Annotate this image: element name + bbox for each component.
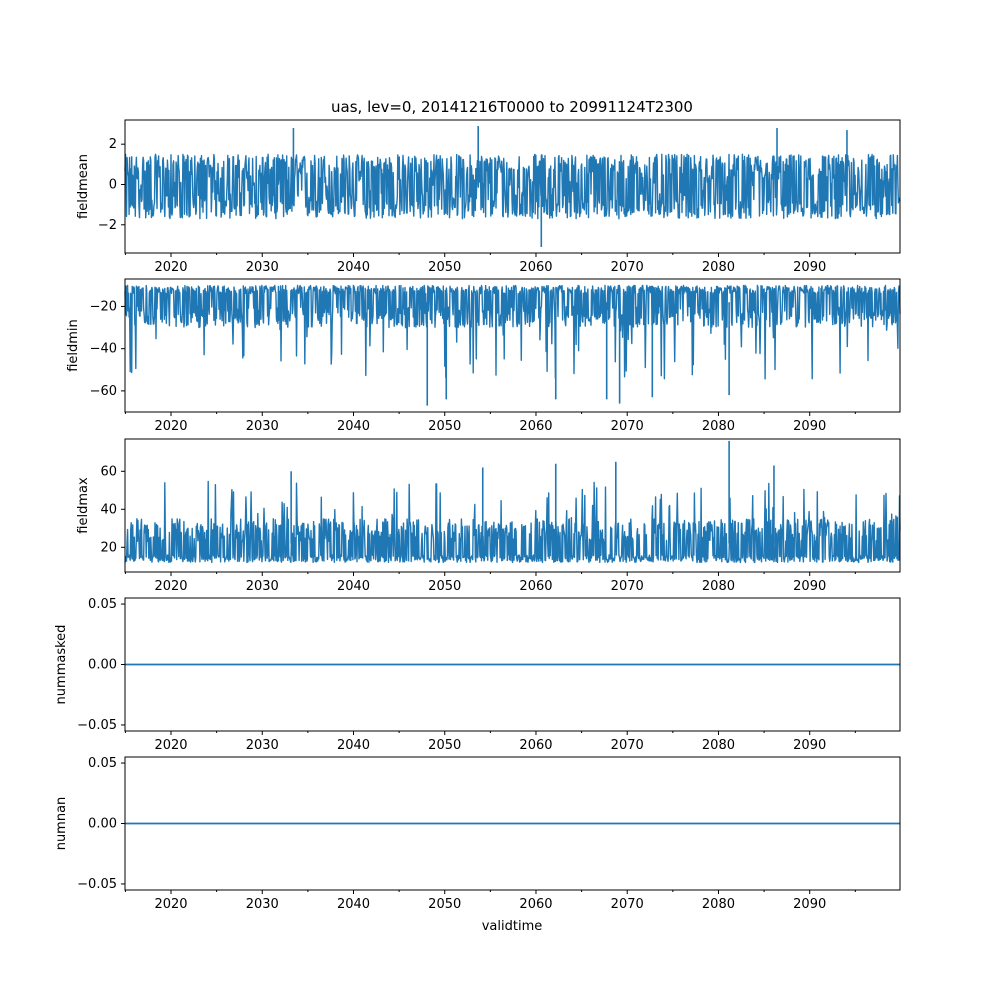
x-tick-label-fieldmean: 2020 bbox=[154, 260, 187, 275]
y-tick-label-numnan: 0.00 bbox=[88, 817, 117, 832]
y-tick-label-nummasked: 0.00 bbox=[88, 658, 117, 673]
x-tick-label-numnan: 2030 bbox=[246, 897, 279, 912]
y-tick-label-fieldmean: 2 bbox=[109, 137, 117, 152]
x-tick-label-fieldmean: 2050 bbox=[428, 260, 461, 275]
x-tick-label-fieldmin: 2020 bbox=[154, 419, 187, 434]
x-tick-label-fieldmax: 2060 bbox=[519, 579, 552, 594]
y-axis-label-fieldmax: fieldmax bbox=[76, 477, 91, 534]
x-tick-label-fieldmax: 2070 bbox=[611, 579, 644, 594]
y-tick-label-fieldmax: 60 bbox=[100, 464, 117, 479]
y-tick-label-numnan: −0.05 bbox=[77, 877, 117, 892]
x-tick-label-fieldmean: 2060 bbox=[519, 260, 552, 275]
axes-frame-fieldmean bbox=[124, 119, 901, 254]
x-tick-label-fieldmean: 2070 bbox=[611, 260, 644, 275]
x-tick-label-numnan: 2070 bbox=[611, 897, 644, 912]
y-tick-label-fieldmean: −2 bbox=[98, 218, 117, 233]
x-tick-label-fieldmax: 2040 bbox=[337, 579, 370, 594]
x-tick-label-nummasked: 2040 bbox=[337, 738, 370, 753]
x-tick-label-fieldmax: 2080 bbox=[702, 579, 735, 594]
y-tick-label-fieldmax: 20 bbox=[100, 540, 117, 555]
x-tick-label-fieldmax: 2050 bbox=[428, 579, 461, 594]
y-tick-label-nummasked: 0.05 bbox=[88, 597, 117, 612]
panel-fieldmean: −2 0 2 fieldmean 2020 2030 2040 2050 2060 2070 208… bbox=[76, 119, 901, 275]
x-tick-label-fieldmin: 2080 bbox=[702, 419, 735, 434]
x-tick-label-nummasked: 2090 bbox=[793, 738, 826, 753]
x-tick-label-numnan: 2040 bbox=[337, 897, 370, 912]
y-axis-label-fieldmean: fieldmean bbox=[76, 154, 91, 219]
series-line-fieldmean bbox=[124, 153, 901, 220]
y-axis-label-fieldmin: fieldmin bbox=[66, 319, 81, 372]
y-tick-label-fieldmax: 40 bbox=[100, 502, 117, 517]
y-tick-label-fieldmin: −60 bbox=[90, 384, 117, 399]
chart-title: uas, lev=0, 20141216T0000 to 20991124T23… bbox=[331, 98, 693, 116]
x-tick-label-nummasked: 2070 bbox=[611, 738, 644, 753]
x-tick-label-fieldmin: 2050 bbox=[428, 419, 461, 434]
x-tick-label-nummasked: 2020 bbox=[154, 738, 187, 753]
panel-fieldmin: −60 −40 −20 fieldmin 2020 2030 2040 2050 2060 207… bbox=[66, 278, 901, 434]
x-tick-label-fieldmin: 2070 bbox=[611, 419, 644, 434]
x-tick-label-fieldmin: 2060 bbox=[519, 419, 552, 434]
x-tick-label-numnan: 2080 bbox=[702, 897, 735, 912]
series-line-fieldmax bbox=[124, 480, 901, 564]
x-tick-label-numnan: 2090 bbox=[793, 897, 826, 912]
x-tick-label-fieldmean: 2090 bbox=[793, 260, 826, 275]
panel-numnan: −0.05 0.00 0.05 numnan 2020 2030 2040 2050 2060 2… bbox=[54, 756, 901, 912]
y-axis-label-nummasked: nummasked bbox=[54, 625, 69, 705]
y-tick-label-fieldmin: −20 bbox=[90, 299, 117, 314]
x-tick-label-nummasked: 2060 bbox=[519, 738, 552, 753]
x-axis-label: validtime bbox=[482, 919, 543, 934]
x-tick-label-fieldmean: 2080 bbox=[702, 260, 735, 275]
x-tick-label-fieldmax: 2020 bbox=[154, 579, 187, 594]
x-tick-label-fieldmin: 2040 bbox=[337, 419, 370, 434]
y-tick-label-fieldmin: −40 bbox=[90, 342, 117, 357]
x-tick-label-numnan: 2050 bbox=[428, 897, 461, 912]
y-tick-label-numnan: 0.05 bbox=[88, 756, 117, 771]
x-tick-label-numnan: 2020 bbox=[154, 897, 187, 912]
series-line-fieldmin bbox=[124, 284, 901, 380]
x-tick-label-nummasked: 2080 bbox=[702, 738, 735, 753]
axes-frame-fieldmin bbox=[124, 278, 901, 413]
y-tick-label-nummasked: −0.05 bbox=[77, 718, 117, 733]
x-tick-label-fieldmean: 2030 bbox=[246, 260, 279, 275]
axes-frame-fieldmax bbox=[124, 438, 901, 573]
x-tick-label-nummasked: 2050 bbox=[428, 738, 461, 753]
panel-nummasked: −0.05 0.00 0.05 nummasked 2020 2030 2040 2050 20… bbox=[54, 597, 901, 753]
x-tick-label-fieldmax: 2030 bbox=[246, 579, 279, 594]
x-tick-label-nummasked: 2030 bbox=[246, 738, 279, 753]
x-tick-label-numnan: 2060 bbox=[519, 897, 552, 912]
y-tick-label-fieldmean: 0 bbox=[109, 177, 117, 192]
x-tick-label-fieldmin: 2030 bbox=[246, 419, 279, 434]
x-tick-label-fieldmax: 2090 bbox=[793, 579, 826, 594]
x-tick-label-fieldmean: 2040 bbox=[337, 260, 370, 275]
y-axis-label-numnan: numnan bbox=[54, 797, 69, 851]
x-tick-label-fieldmin: 2090 bbox=[793, 419, 826, 434]
